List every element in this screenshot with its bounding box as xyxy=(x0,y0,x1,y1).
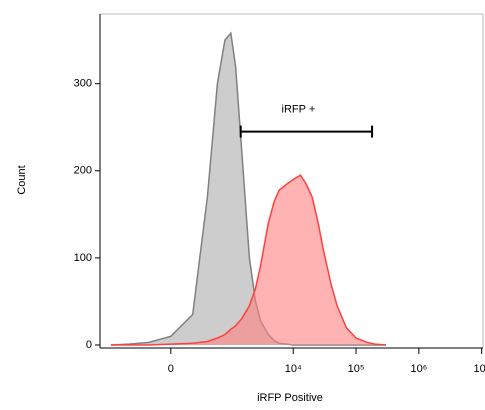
x-tick-label: 0 xyxy=(168,363,174,375)
y-axis-label: Count xyxy=(16,165,28,194)
x-tick-label: 10⁴ xyxy=(285,363,302,375)
x-tick-label: 10⁷ xyxy=(474,363,485,375)
x-axis-label: iRFP Positive xyxy=(257,392,323,404)
y-tick-label: 100 xyxy=(74,252,92,264)
y-tick-label: 300 xyxy=(74,78,92,90)
x-tick-label: 10⁵ xyxy=(348,363,365,375)
area-line xyxy=(110,174,387,346)
y-tick-label: 0 xyxy=(86,339,92,351)
area-fill xyxy=(110,33,387,345)
x-tick-label: 10⁶ xyxy=(410,363,427,375)
y-tick-label: 200 xyxy=(74,165,92,177)
area-fill xyxy=(110,175,387,345)
gate-label: iRFP + xyxy=(282,103,316,115)
